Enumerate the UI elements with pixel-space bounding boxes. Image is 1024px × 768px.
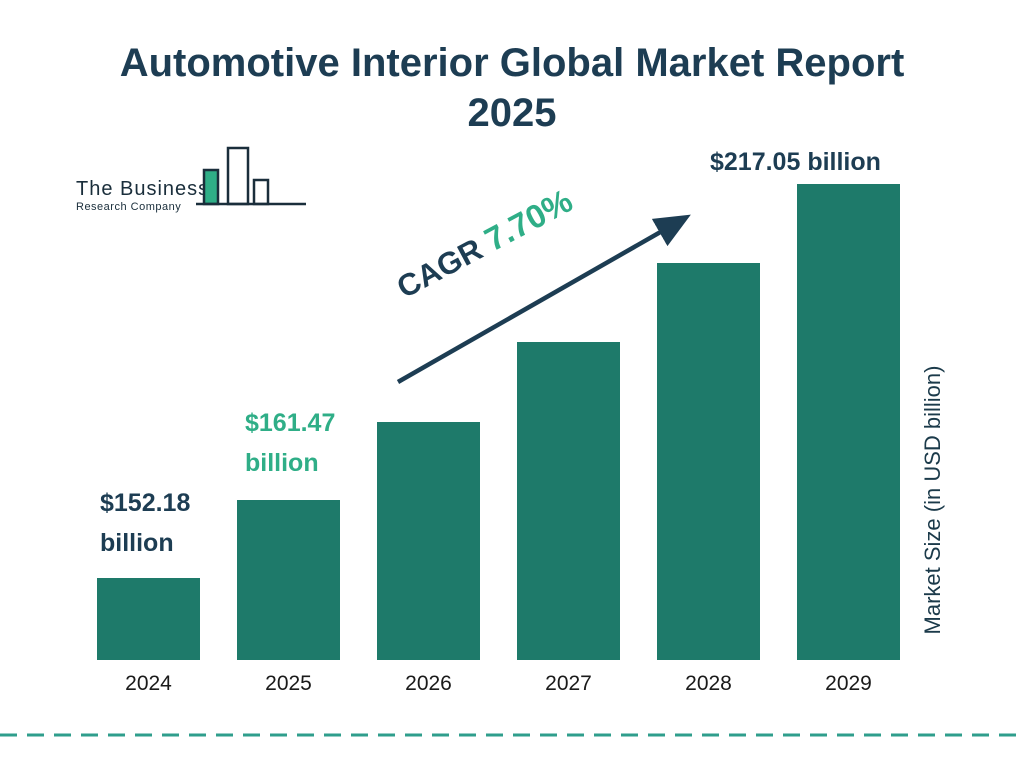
- value-label-2029-amount: $217.05 billion: [710, 148, 881, 176]
- bar-2028: [657, 263, 760, 660]
- value-label-2024-amount: $152.18: [100, 489, 191, 517]
- x-axis-label-2029: 2029: [825, 672, 872, 695]
- x-axis-label-2025: 2025: [265, 672, 312, 695]
- x-axis-label-2024: 2024: [125, 672, 172, 695]
- x-axis-label-2027: 2027: [545, 672, 592, 695]
- growth-arrow: [396, 214, 691, 384]
- value-label-2025-amount: $161.47: [245, 409, 336, 437]
- bottom-dashed-divider: [0, 733, 1024, 737]
- logo-text-primary: The Business: [76, 178, 210, 200]
- title-line-2: 2025: [467, 91, 557, 135]
- x-axis-label-2026: 2026: [405, 672, 452, 695]
- title-line-1: Automotive Interior Global Market Report: [119, 41, 905, 85]
- logo-text-secondary: Research Company: [76, 201, 182, 213]
- y-axis-title: Market Size (in USD billion): [920, 365, 945, 635]
- bar-2027: [517, 342, 620, 660]
- bar-2024: [97, 578, 200, 660]
- bar-2026: [377, 422, 480, 660]
- page-title: Automotive Interior Global Market Report…: [0, 38, 1024, 138]
- value-label-2024: $152.18 billion: [100, 483, 190, 563]
- bar-2029: [797, 184, 900, 660]
- value-label-2029: $217.05 billion: [710, 142, 881, 182]
- logo-bar-chart-icon: [196, 146, 306, 206]
- value-label-2025-unit: billion: [245, 449, 319, 477]
- x-axis-label-2028: 2028: [685, 672, 732, 695]
- value-label-2025: $161.47 billion: [245, 403, 335, 483]
- company-logo: The Business Research Company: [76, 146, 306, 213]
- value-label-2024-unit: billion: [100, 529, 174, 557]
- bar-2025: [237, 500, 340, 660]
